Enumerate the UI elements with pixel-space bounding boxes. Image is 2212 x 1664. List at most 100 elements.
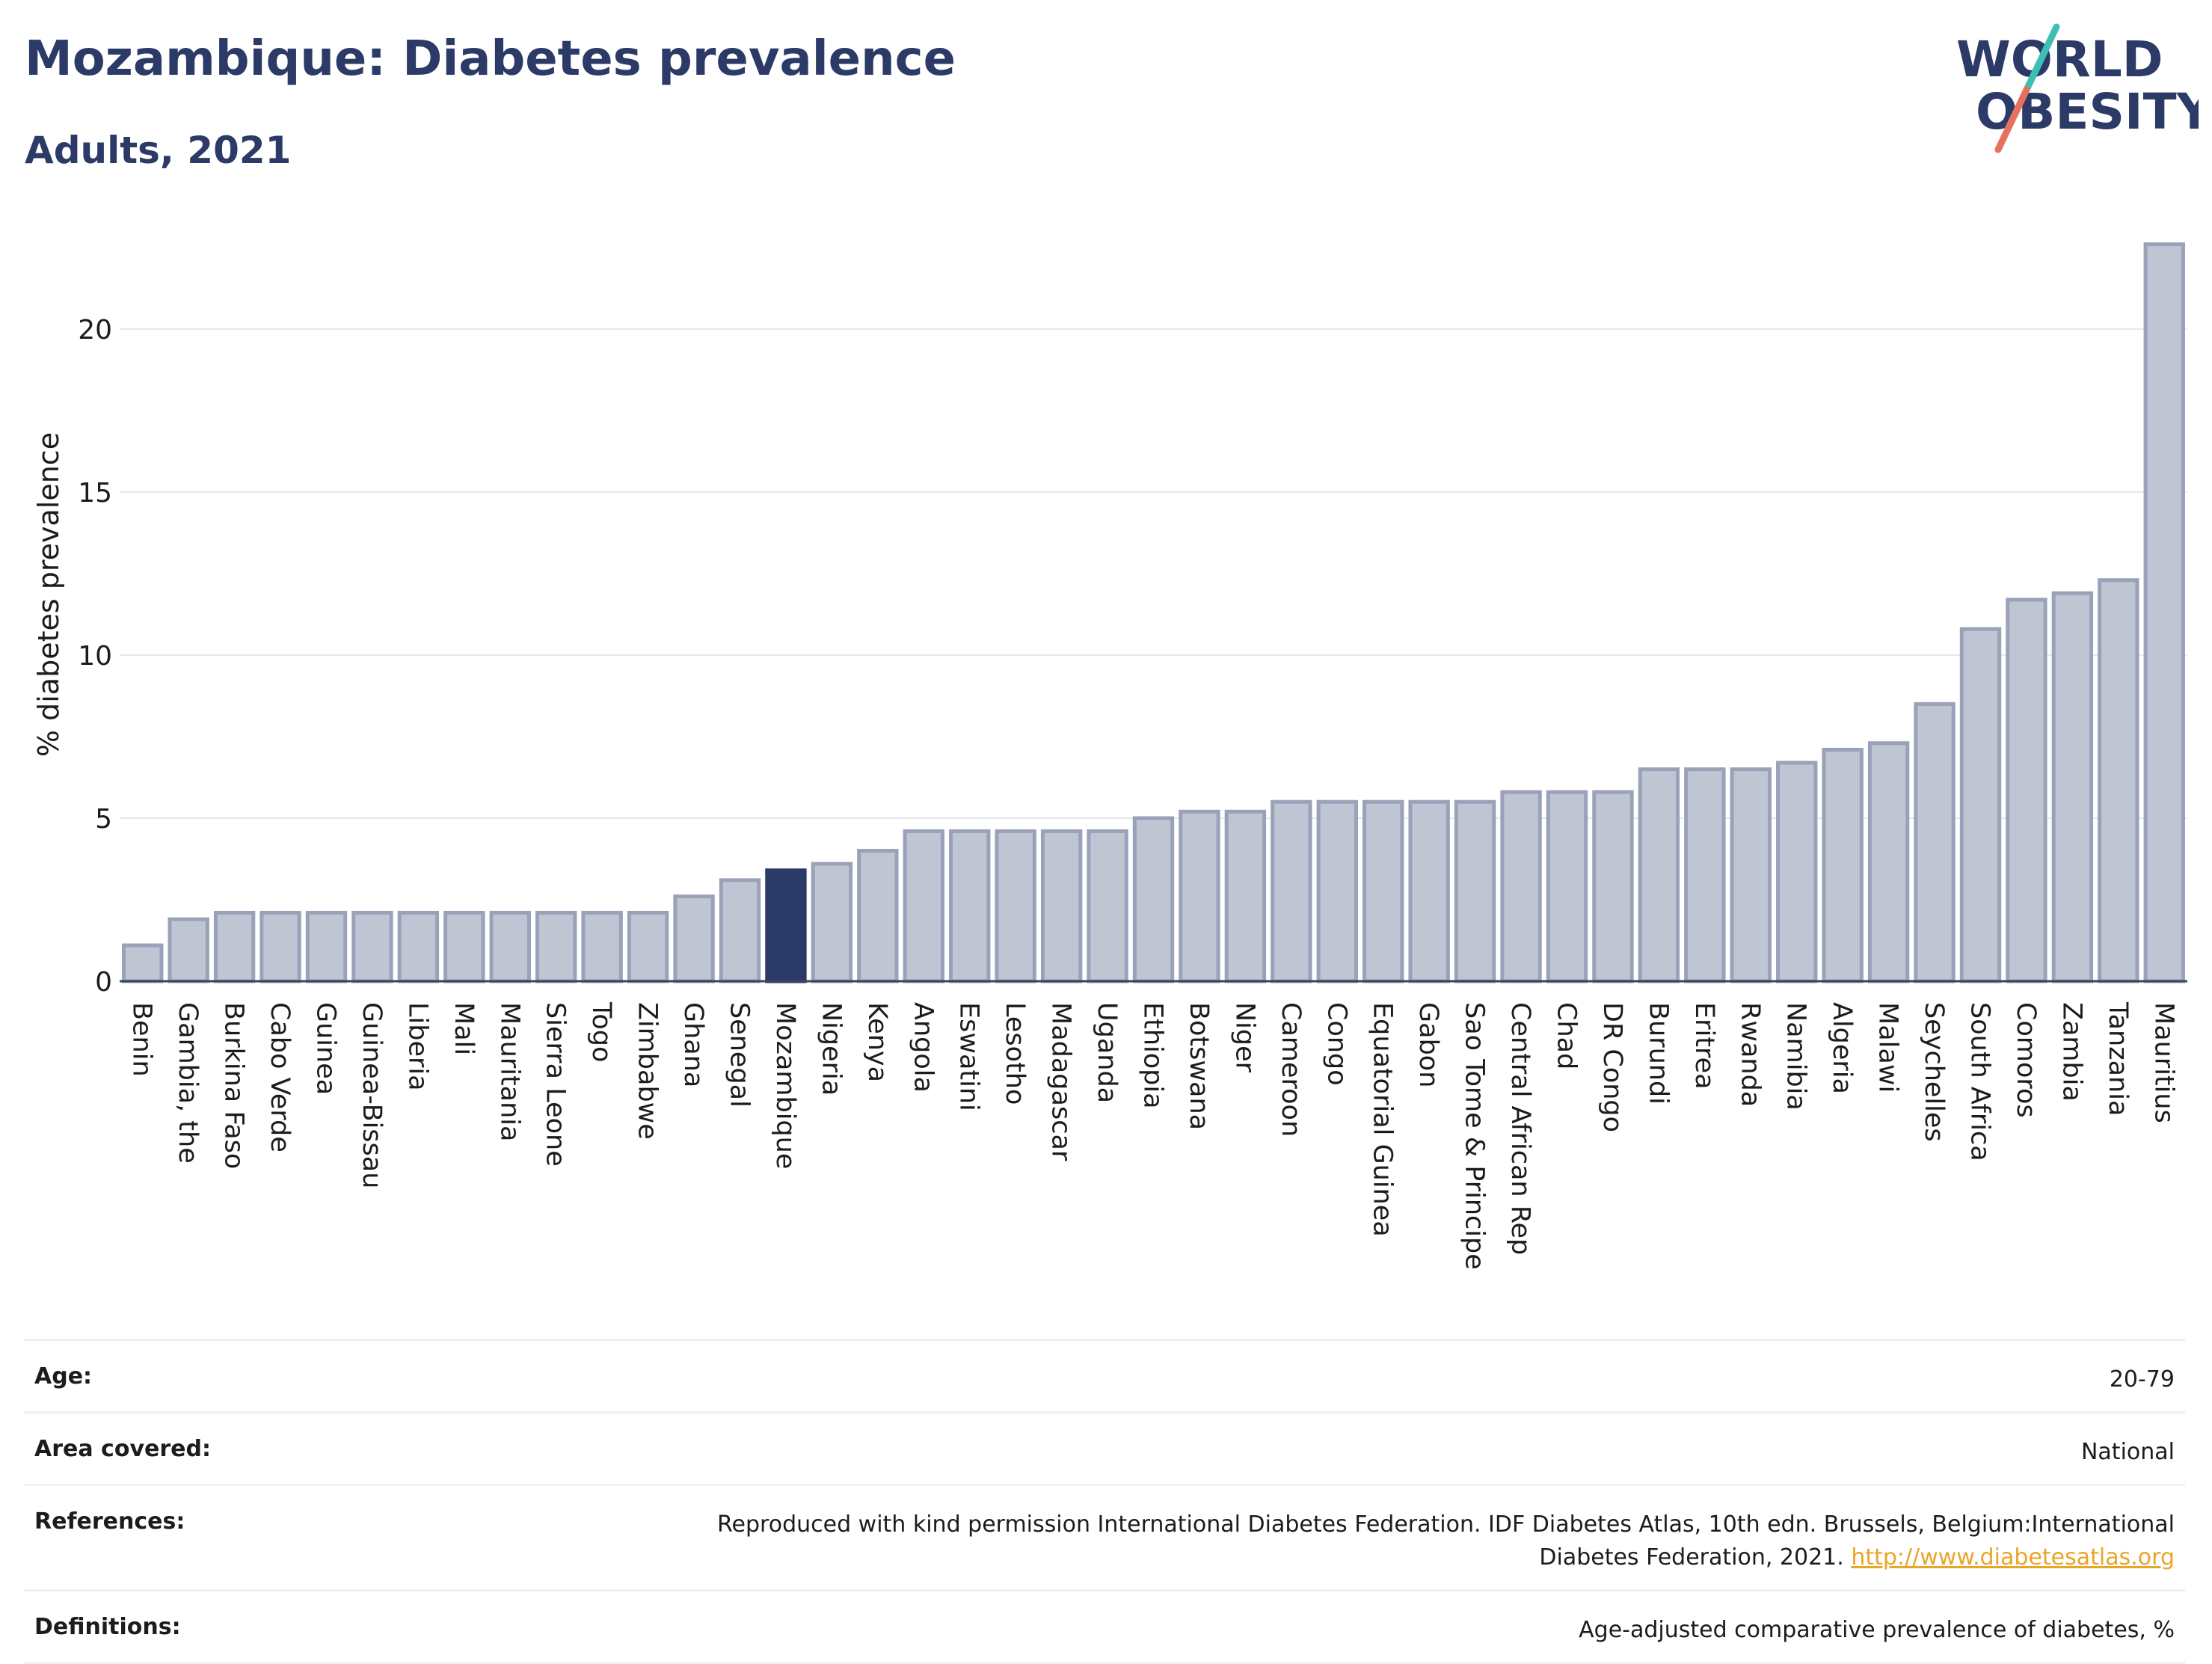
bar bbox=[995, 829, 1036, 983]
x-tick-labels: Benin Gambia, the Burkina Faso Cabo Verde Gu… bbox=[127, 1001, 2179, 1270]
bar bbox=[2006, 598, 2047, 983]
y-tick-label: 15 bbox=[78, 478, 112, 509]
bar bbox=[351, 910, 393, 983]
x-tick-label: Malawi bbox=[1873, 1002, 1903, 1093]
x-tick-label: Cameroon bbox=[1276, 1002, 1306, 1137]
bar bbox=[489, 910, 531, 983]
y-axis-label: % diabetes prevalence bbox=[32, 432, 65, 757]
bar bbox=[903, 829, 944, 983]
x-tick-label: Algeria bbox=[1827, 1002, 1857, 1094]
info-label-age: Age: bbox=[34, 1363, 93, 1390]
bar bbox=[581, 910, 623, 983]
bar bbox=[1224, 809, 1267, 983]
x-tick-label: Sierra Leone bbox=[541, 1002, 571, 1167]
info-label-definitions: Definitions: bbox=[34, 1614, 181, 1640]
bar bbox=[2098, 578, 2139, 983]
x-tick-label: Equatorial Guinea bbox=[1368, 1002, 1398, 1237]
x-tick-label: Mozambique bbox=[770, 1002, 800, 1169]
x-tick-label: Mauritania bbox=[494, 1002, 524, 1141]
info-label-area: Area covered: bbox=[34, 1436, 211, 1462]
x-tick-label: Kenya bbox=[862, 1002, 892, 1082]
x-tick-label: Cabo Verde bbox=[265, 1002, 295, 1152]
x-tick-label: Ethiopia bbox=[1138, 1002, 1168, 1109]
bar bbox=[168, 917, 209, 983]
x-tick-label: Chad bbox=[1552, 1002, 1582, 1069]
x-tick-label: Angola bbox=[908, 1002, 938, 1093]
bar bbox=[1959, 627, 2002, 983]
bar bbox=[1454, 799, 1496, 983]
bar bbox=[1546, 790, 1588, 983]
x-tick-label: Central African Rep bbox=[1505, 1002, 1535, 1255]
x-tick-label: Guinea-Bissau bbox=[357, 1002, 387, 1188]
info-value-area: National bbox=[2080, 1439, 2175, 1465]
x-tick-label: Zambia bbox=[2056, 1002, 2086, 1102]
bar bbox=[1040, 829, 1083, 983]
x-tick-label: Gambia, the bbox=[173, 1002, 203, 1164]
bar bbox=[259, 910, 301, 983]
x-tick-label: Seychelles bbox=[1919, 1002, 1949, 1142]
bar bbox=[1776, 761, 1818, 983]
x-tick-label: Congo bbox=[1321, 1002, 1351, 1086]
x-tick-label: Madagascar bbox=[1046, 1002, 1076, 1161]
bar bbox=[627, 910, 669, 983]
bar bbox=[1592, 790, 1634, 983]
chart-title: Mozambique: Diabetes prevalence bbox=[25, 31, 956, 87]
world-obesity-logo: WORLD OBESITY bbox=[1956, 23, 2199, 153]
bar bbox=[1271, 799, 1312, 983]
x-tick-label: Nigeria bbox=[816, 1002, 846, 1096]
bar bbox=[765, 868, 807, 983]
logo-slash-top bbox=[2023, 23, 2060, 93]
bar bbox=[397, 910, 440, 983]
bar bbox=[1362, 799, 1404, 983]
info-table: Age: 20-79 Area covered: National Refere… bbox=[24, 1339, 2185, 1664]
bar-layer bbox=[122, 242, 2185, 983]
bar bbox=[949, 829, 991, 983]
x-tick-label: Uganda bbox=[1092, 1002, 1122, 1103]
x-tick-label: Zimbabwe bbox=[633, 1002, 663, 1140]
bar bbox=[719, 878, 761, 983]
bar bbox=[1179, 809, 1220, 983]
bar bbox=[1730, 767, 1772, 983]
x-tick-label: Eritrea bbox=[1689, 1002, 1719, 1090]
bar bbox=[305, 910, 348, 983]
chart-subtitle: Adults, 2021 bbox=[25, 129, 292, 172]
x-tick-label: Gabon bbox=[1413, 1002, 1443, 1087]
bar bbox=[673, 894, 715, 983]
logo-word-world: WORLD bbox=[1956, 31, 2163, 88]
bar bbox=[1638, 767, 1680, 983]
y-tick-label: 20 bbox=[78, 315, 112, 346]
x-tick-label: Botswana bbox=[1184, 1002, 1214, 1130]
x-tick-label: South Africa bbox=[1965, 1002, 1995, 1161]
bar bbox=[1867, 741, 1910, 983]
x-tick-label: Togo bbox=[586, 1001, 616, 1062]
logo-slash-bottom bbox=[1994, 86, 2030, 153]
bar bbox=[1822, 747, 1864, 983]
x-tick-label: Ghana bbox=[678, 1002, 708, 1087]
references-link[interactable]: http://www.diabetesatlas.org bbox=[1851, 1544, 2175, 1571]
bar bbox=[1316, 799, 1358, 983]
x-tick-label: Guinea bbox=[311, 1002, 341, 1095]
bar bbox=[2143, 242, 2185, 983]
info-value-age: 20-79 bbox=[2109, 1366, 2175, 1393]
x-tick-label: Rwanda bbox=[1735, 1002, 1765, 1107]
bar bbox=[122, 943, 164, 983]
x-tick-label: Comoros bbox=[2011, 1002, 2041, 1118]
references-text: Reproduced with kind permission Internat… bbox=[717, 1511, 2175, 1571]
x-tick-label: Niger bbox=[1229, 1002, 1259, 1073]
info-row-area: Area covered: National bbox=[24, 1411, 2185, 1484]
bar bbox=[1500, 790, 1542, 983]
bar bbox=[535, 910, 577, 983]
info-label-references: References: bbox=[34, 1508, 185, 1535]
info-row-definitions: Definitions: Age-adjusted comparative pr… bbox=[24, 1589, 2185, 1664]
bar bbox=[213, 910, 256, 983]
x-tick-label: Lesotho bbox=[1000, 1002, 1030, 1105]
y-tick-label: 0 bbox=[95, 967, 112, 998]
bar bbox=[1132, 816, 1175, 983]
bar bbox=[2051, 591, 2094, 983]
bar bbox=[1684, 767, 1726, 983]
x-tick-label: Namibia bbox=[1781, 1002, 1811, 1111]
bar bbox=[443, 910, 485, 983]
info-value-references: Reproduced with kind permission Internat… bbox=[619, 1508, 2175, 1574]
info-value-definitions: Age-adjusted comparative prevalence of d… bbox=[1579, 1617, 2175, 1643]
x-tick-label: Benin bbox=[127, 1002, 157, 1077]
